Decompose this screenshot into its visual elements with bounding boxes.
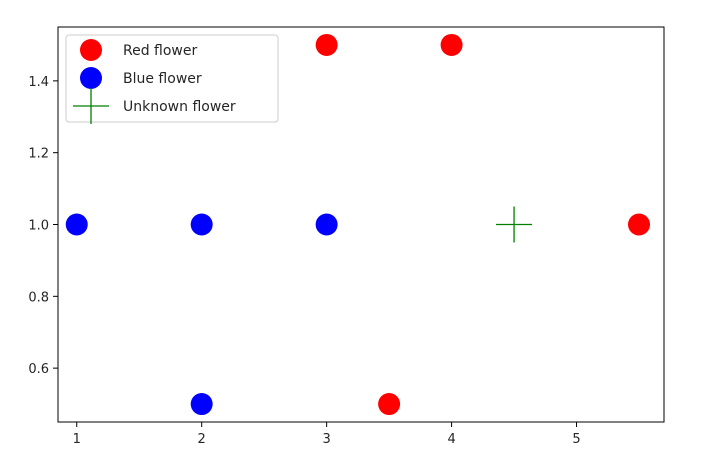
legend-box <box>65 34 279 123</box>
blue-flower-point <box>315 213 338 236</box>
legend-entry: Unknown flower <box>73 88 236 124</box>
data-points <box>65 33 651 416</box>
axes: 1 2 3 4 5 0.6 0.8 1.0 1.2 1.4 <box>28 26 665 447</box>
red-flower-point <box>628 213 651 236</box>
y-tick-label: 1.2 <box>28 147 49 162</box>
legend-entry: Red flower <box>80 39 197 61</box>
red-flower-point <box>315 33 338 56</box>
legend-label: Red flower <box>123 43 197 59</box>
legend-marker <box>80 67 102 89</box>
legend-entry: Blue flower <box>80 67 202 89</box>
y-tick-label: 0.6 <box>28 362 49 377</box>
y-tick-label: 1.4 <box>28 75 49 90</box>
y-tick-label: 1.0 <box>28 219 49 234</box>
blue-flower-point <box>190 393 213 416</box>
x-tick-label: 3 <box>322 432 330 447</box>
legend-label: Blue flower <box>123 71 202 87</box>
unknown-flower-point <box>496 206 533 243</box>
y-tick-label: 0.8 <box>28 290 49 305</box>
legend: Red flower Blue flower Unknown flower <box>65 34 279 124</box>
blue-flower-point <box>190 213 213 236</box>
x-tick-label: 4 <box>447 432 455 447</box>
x-tick-label: 5 <box>572 432 580 447</box>
red-flower-point <box>378 393 401 416</box>
x-tick-label: 2 <box>198 432 206 447</box>
legend-label: Unknown flower <box>123 99 236 115</box>
legend-marker <box>80 39 102 61</box>
blue-flower-point <box>65 213 88 236</box>
red-flower-point <box>440 33 463 56</box>
x-tick-label: 1 <box>73 432 81 447</box>
